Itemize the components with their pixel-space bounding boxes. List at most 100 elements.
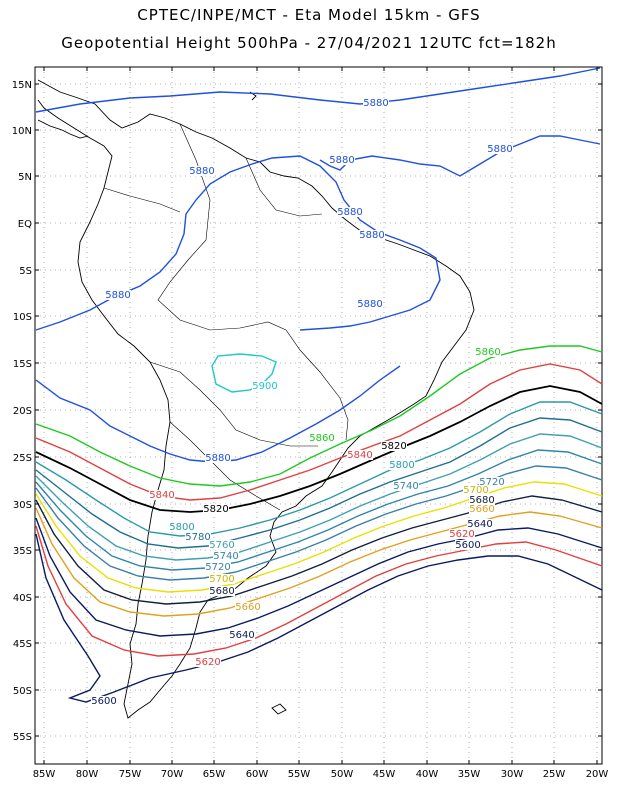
contour-5780: [35, 417, 603, 549]
lon-tick-label: 75W: [119, 769, 142, 780]
lat-tick-label: 50S: [13, 686, 32, 697]
contour-label: 5860: [475, 347, 500, 358]
lat-tick-label: 35S: [13, 546, 32, 557]
contour-label: 5600: [455, 540, 480, 551]
contour-label: 5780: [185, 532, 210, 543]
contour-label: 5880: [337, 207, 362, 218]
contour-label-bg: [213, 551, 239, 561]
contour-label-bg: [149, 490, 175, 500]
lon-tick-label: 25W: [543, 769, 566, 780]
contour-label: 5820: [203, 504, 228, 515]
country-border: [245, 157, 323, 217]
contour-label-bg: [205, 562, 231, 572]
contour-label-bg: [463, 485, 489, 495]
contour-label: 5620: [449, 529, 474, 540]
lat-tick-label: 5S: [19, 266, 32, 277]
contour-label: 5680: [469, 495, 494, 506]
contour-label-bg: [329, 155, 355, 165]
contour-label: 5720: [205, 562, 230, 573]
lon-tick-label: 45W: [373, 769, 396, 780]
lat-tick-label: 10N: [12, 126, 32, 137]
contour-label: 5880: [329, 155, 354, 166]
country-border: [169, 421, 281, 511]
contour-label: 5800: [389, 460, 414, 471]
map-subtitle: Geopotential Height 500hPa - 27/04/2021 …: [61, 34, 557, 52]
contour-label-bg: [185, 532, 211, 542]
lon-tick-label: 60W: [246, 769, 269, 780]
contour-label: 5880: [359, 230, 384, 241]
south-america-coastline: [37, 79, 475, 719]
lon-tick-label: 65W: [203, 769, 226, 780]
contour-label-bg: [475, 347, 501, 357]
contour-label: 5720: [479, 477, 504, 488]
contour-label-bg: [469, 504, 495, 514]
lon-tick-label: 40W: [416, 769, 439, 780]
contour-5760: [35, 433, 603, 561]
contour-label-bg: [337, 207, 363, 217]
lon-tick-label: 20W: [586, 769, 609, 780]
contour-label-bg: [195, 657, 221, 667]
contour-5880: [35, 155, 441, 331]
contour-label-bg: [203, 504, 229, 514]
country-border: [157, 123, 349, 441]
map-title: CPTEC/INPE/MCT - Eta Model 15km - GFS: [137, 6, 481, 24]
contour-label: 5620: [195, 657, 220, 668]
contour-label-bg: [455, 540, 481, 550]
contour-label-bg: [252, 381, 278, 391]
contour-labels: 5880 5880 5880 5880 5880 5880 5880 5880 5880 5900…: [91, 98, 513, 707]
axis-tick-labels: 15N 10N 5N EQ 5S 10S 15S 20S 25S 30S 35S 40S 45S 50S 5…: [12, 67, 609, 780]
lon-tick-label: 55W: [288, 769, 311, 780]
lat-tick-label: 55S: [13, 732, 32, 743]
contour-label-bg: [363, 98, 389, 108]
contour-5620: [35, 525, 603, 657]
contour-label-bg: [209, 540, 235, 550]
contour-label: 5900: [252, 381, 277, 392]
contour-label: 5880: [189, 166, 214, 177]
contour-label: 5700: [463, 485, 488, 496]
contour-label-bg: [479, 477, 505, 487]
contour-5800: [35, 401, 603, 537]
contour-5700: [35, 481, 603, 593]
map-frame: [34, 66, 603, 765]
contour-5840: [35, 363, 603, 501]
lat-tick-label: EQ: [18, 219, 32, 230]
contour-label: 5680: [209, 586, 234, 597]
lat-tick-label: 40S: [13, 593, 32, 604]
contour-label: 5820: [381, 441, 406, 452]
contour-label: 5660: [469, 504, 494, 515]
lat-tick-label: 25S: [13, 453, 32, 464]
contour-label-bg: [347, 450, 373, 460]
contour-label-bg: [105, 290, 131, 300]
lat-tick-label: 20S: [13, 406, 32, 417]
contour-label-bg: [309, 433, 335, 443]
contour-label: 5860: [309, 433, 334, 444]
contour-5600: [35, 533, 603, 703]
contour-label-bg: [229, 630, 255, 640]
contour-label: 5660: [235, 602, 260, 613]
contour-label: 5740: [393, 481, 418, 492]
country-border: [149, 361, 318, 447]
country-border: [103, 187, 181, 213]
contour-label-bg: [209, 586, 235, 596]
contour-5860: [35, 345, 603, 487]
lat-tick-label: 15S: [13, 359, 32, 370]
contour-label-bg: [467, 519, 493, 529]
contour-label-bg: [487, 144, 513, 154]
contour-label-bg: [209, 574, 235, 584]
contour-label-bg: [449, 529, 475, 539]
contour-label: 5740: [213, 551, 238, 562]
contour-label: 5600: [91, 696, 116, 707]
contour-label-bg: [169, 522, 195, 532]
lon-tick-label: 50W: [331, 769, 354, 780]
lat-tick-label: 30S: [13, 500, 32, 511]
contour-label: 5880: [205, 453, 230, 464]
contour-5640: [35, 517, 603, 637]
contour-label: 5640: [467, 519, 492, 530]
contour-label: 5880: [363, 98, 388, 109]
contour-label-bg: [469, 495, 495, 505]
contour-label: 5840: [149, 490, 174, 501]
contour-5680: [35, 495, 603, 605]
contour-5820: [35, 385, 603, 513]
contour-label-bg: [189, 166, 215, 176]
